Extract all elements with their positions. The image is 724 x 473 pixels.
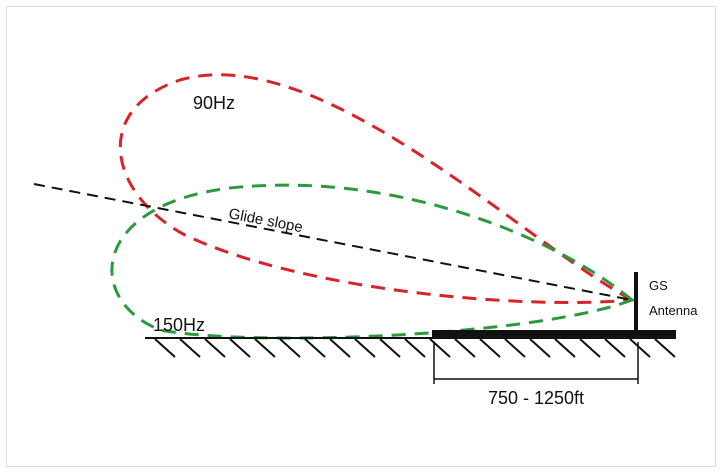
label-150hz: 150Hz xyxy=(153,315,205,335)
lobe-90hz xyxy=(118,73,638,304)
glide-slope-line xyxy=(33,183,633,301)
label-distance: 750 - 1250ft xyxy=(488,388,584,408)
ground-hatching xyxy=(154,338,676,358)
runway-bar xyxy=(432,330,676,338)
lobe-150hz xyxy=(110,183,635,340)
diagram-frame xyxy=(6,6,716,467)
label-gs: GS xyxy=(649,278,668,293)
distance-dimension xyxy=(433,342,639,384)
label-90hz: 90Hz xyxy=(193,93,235,113)
label-antenna: Antenna xyxy=(649,303,698,318)
label-glide-slope: Glide slope xyxy=(227,205,304,236)
